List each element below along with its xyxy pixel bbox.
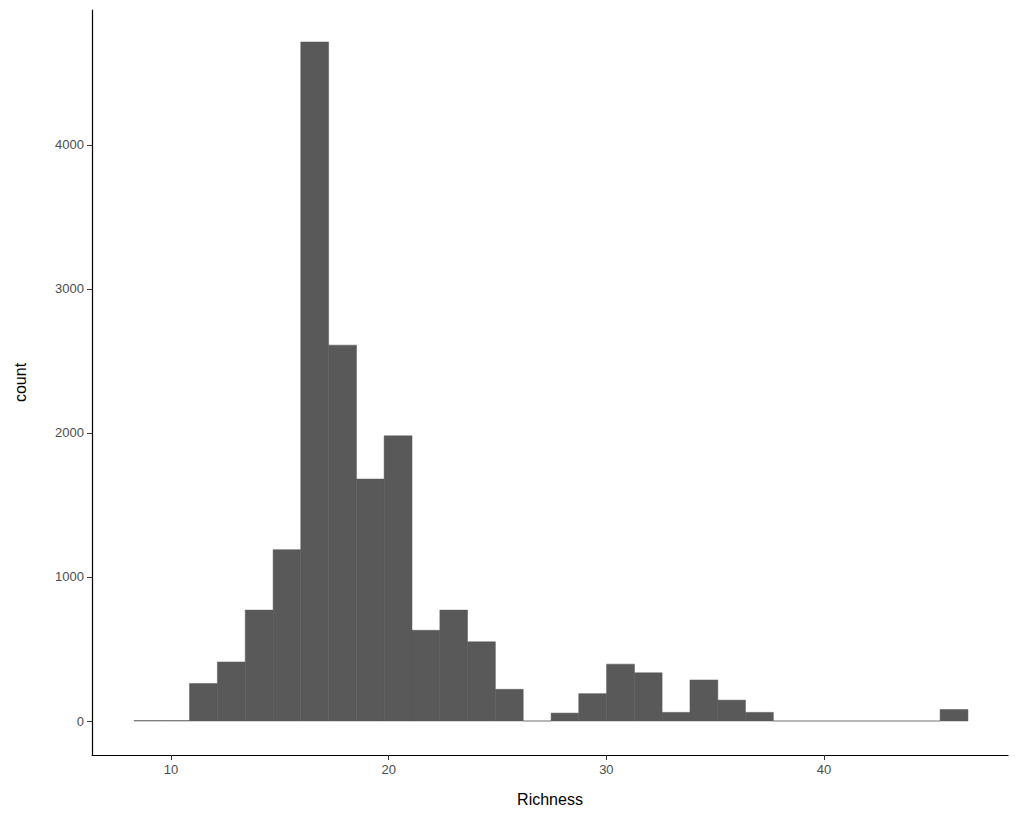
svg-text:20: 20 xyxy=(381,762,395,777)
svg-text:40: 40 xyxy=(817,762,831,777)
svg-text:Richness: Richness xyxy=(517,791,583,808)
svg-text:2000: 2000 xyxy=(55,425,84,440)
svg-text:4000: 4000 xyxy=(55,137,84,152)
svg-text:10: 10 xyxy=(164,762,178,777)
svg-text:count: count xyxy=(12,362,29,402)
svg-text:3000: 3000 xyxy=(55,281,84,296)
svg-text:1000: 1000 xyxy=(55,569,84,584)
svg-text:30: 30 xyxy=(599,762,613,777)
svg-text:0: 0 xyxy=(77,714,84,729)
